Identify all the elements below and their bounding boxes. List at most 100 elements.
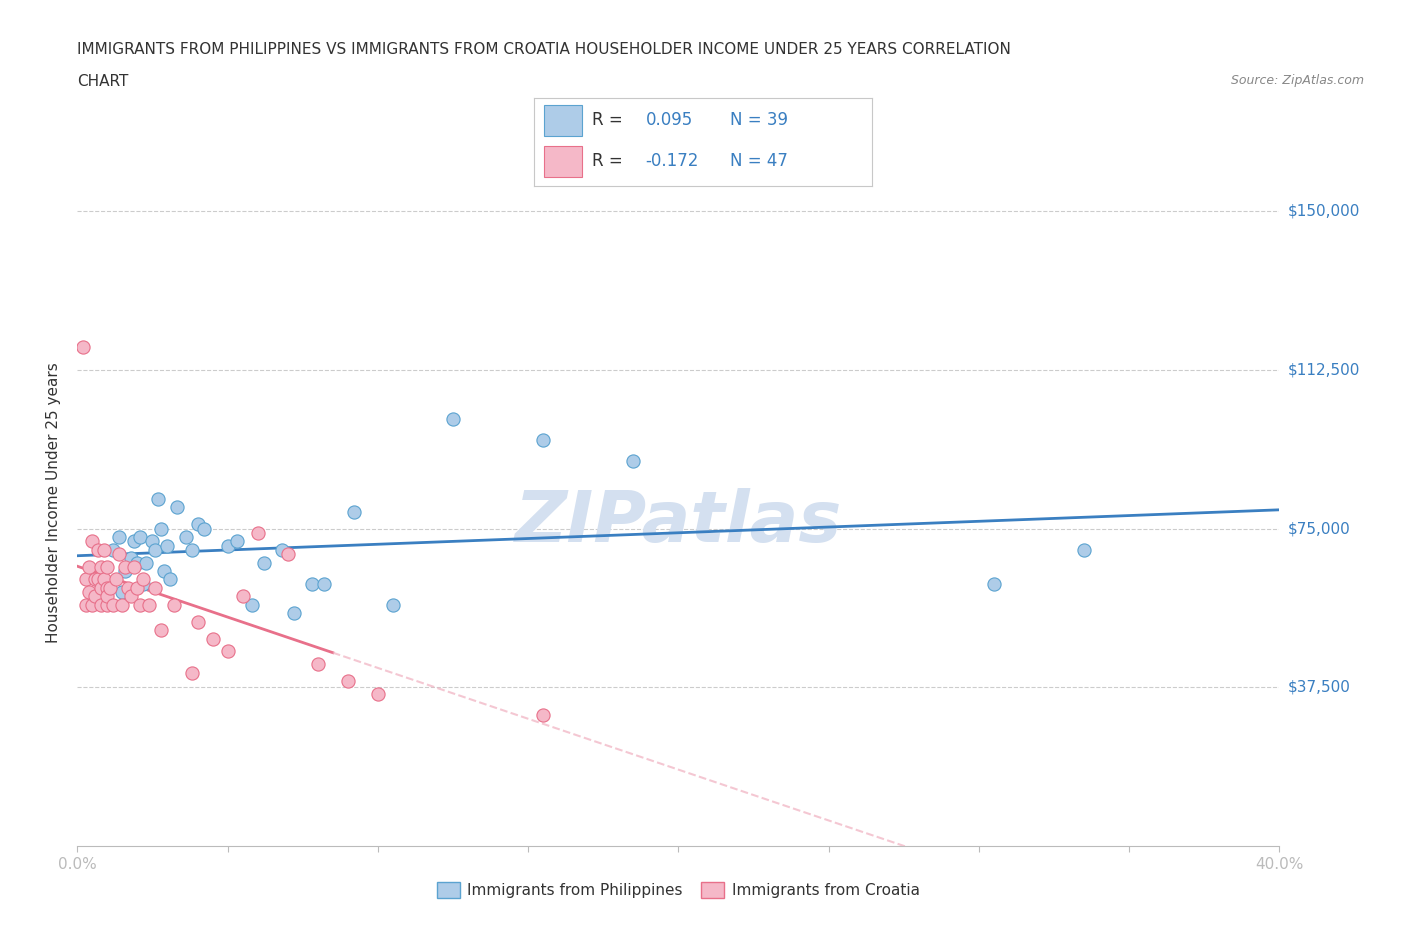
Bar [544,146,582,177]
Point [96,559,118,574]
Point [120,551,142,565]
Point [79,559,101,574]
Point [150,521,173,536]
Point [153,564,176,578]
Point [367,686,389,701]
Point [127,580,149,595]
Point [114,564,136,578]
Point [336,673,359,688]
Text: $75,000: $75,000 [1288,521,1351,537]
Point [301,577,323,591]
Point [124,559,146,574]
Point [84,589,107,604]
Legend: Immigrants from Philippines, Immigrants from Croatia: Immigrants from Philippines, Immigrants … [430,876,927,904]
Point [141,534,163,549]
Point [129,597,152,612]
Point [162,597,184,612]
Text: ZIPatlas: ZIPatlas [515,488,842,557]
Point [132,577,155,591]
Point [111,585,134,600]
Point [381,597,404,612]
Point [124,534,146,549]
Point [82,597,104,612]
Point [531,432,554,447]
Point [90,577,112,591]
Point [100,580,122,595]
Point [232,589,254,604]
Point [84,572,107,587]
Point [270,542,292,557]
Point [180,542,202,557]
Text: $37,500: $37,500 [1288,680,1351,695]
Point [186,615,209,630]
Point [108,530,131,545]
Point [277,547,299,562]
Point [93,593,115,608]
Point [90,597,112,612]
Point [217,644,239,659]
Text: $150,000: $150,000 [1288,204,1360,219]
Point [93,542,115,557]
Point [145,580,167,595]
Point [246,525,269,540]
Point [531,708,554,723]
Point [253,555,276,570]
Point [93,572,115,587]
Point [79,585,101,600]
Point [186,517,209,532]
Text: N = 39: N = 39 [730,111,787,128]
Point [312,577,335,591]
Text: $112,500: $112,500 [1288,363,1360,378]
Point [135,555,157,570]
Point [283,606,305,621]
Text: Source: ZipAtlas.com: Source: ZipAtlas.com [1230,74,1364,87]
Point [105,572,128,587]
Point [108,547,131,562]
Point [75,572,97,587]
Text: R =: R = [592,153,627,170]
Point [82,534,104,549]
Point [103,597,125,612]
Point [307,657,329,671]
Point [120,589,142,604]
Point [240,597,263,612]
Point [87,572,110,587]
Point [343,504,366,519]
Point [75,597,97,612]
Point [90,580,112,595]
Point [96,589,118,604]
Point [441,411,464,426]
Point [225,534,247,549]
Point [621,454,644,469]
Text: N = 47: N = 47 [730,153,787,170]
Text: IMMIGRANTS FROM PHILIPPINES VS IMMIGRANTS FROM CROATIA HOUSEHOLDER INCOME UNDER : IMMIGRANTS FROM PHILIPPINES VS IMMIGRANT… [77,42,1011,57]
Point [180,665,202,680]
Point [1073,542,1095,557]
Point [72,339,94,354]
Point [129,530,152,545]
Text: 0.095: 0.095 [645,111,693,128]
Point [103,542,125,557]
Point [96,597,118,612]
Point [217,538,239,553]
Text: R =: R = [592,111,627,128]
Point [983,577,1005,591]
Y-axis label: Householder Income Under 25 years: Householder Income Under 25 years [46,362,62,643]
Text: -0.172: -0.172 [645,153,699,170]
Point [201,631,224,646]
Point [150,623,173,638]
Bar [544,105,582,136]
Point [193,521,215,536]
Point [148,492,170,507]
Point [138,597,160,612]
Point [96,580,118,595]
Point [117,580,139,595]
Point [174,530,197,545]
Text: CHART: CHART [77,74,129,89]
Point [156,538,179,553]
Point [90,559,112,574]
Point [145,542,167,557]
Point [127,555,149,570]
Point [159,572,181,587]
Point [87,542,110,557]
